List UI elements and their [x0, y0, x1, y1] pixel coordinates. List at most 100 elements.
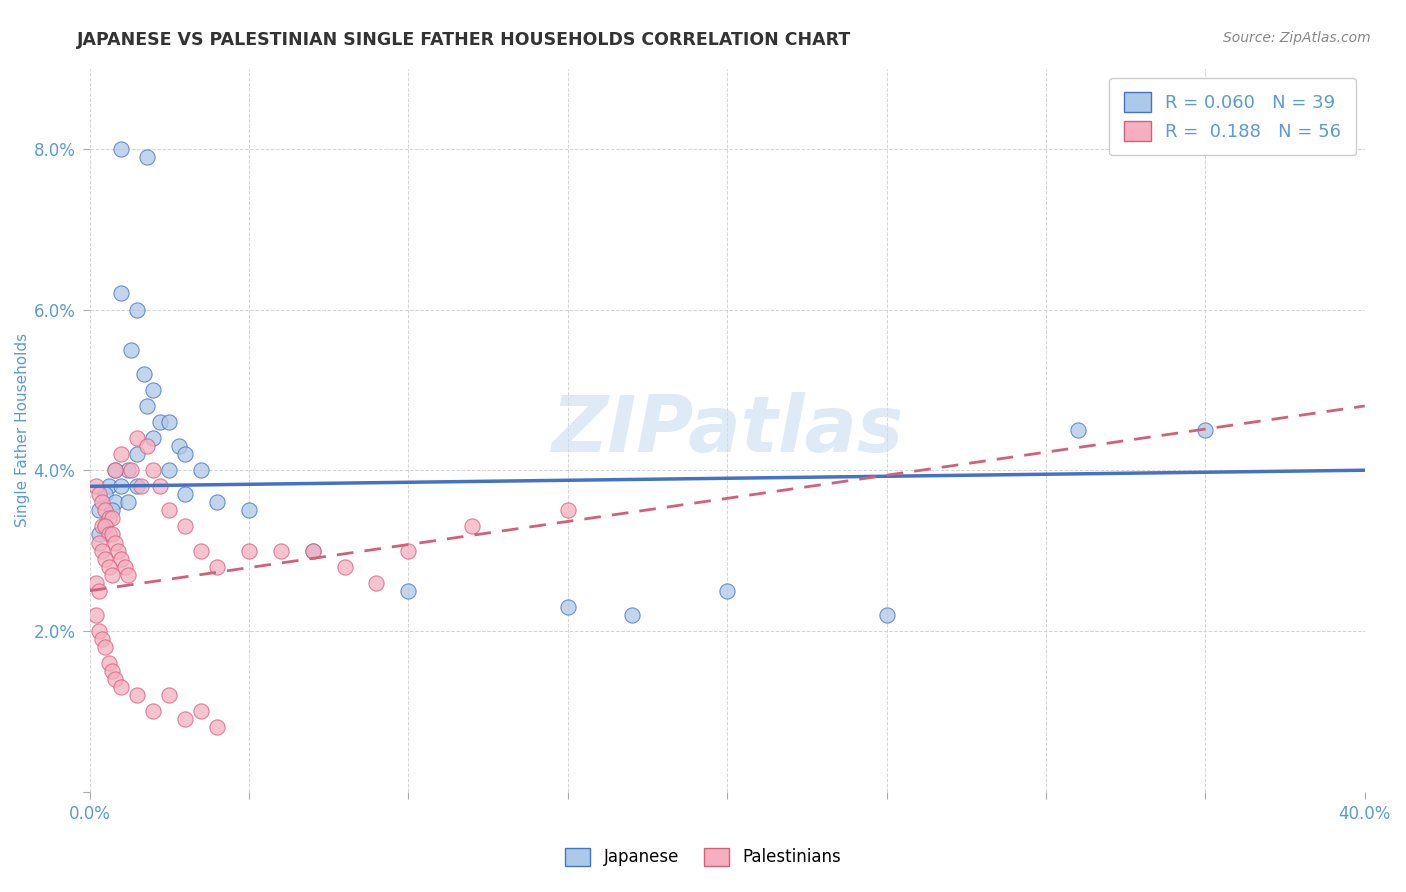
Point [110, 680, 132, 694]
Point [557, 599, 579, 614]
Point [396, 583, 419, 598]
Point [101, 527, 124, 541]
Point [174, 487, 197, 501]
Point [94, 640, 117, 654]
Point [366, 575, 388, 590]
Point [127, 688, 149, 702]
Point [157, 688, 180, 702]
Text: ZIPatlas: ZIPatlas [551, 392, 903, 468]
Point [135, 150, 157, 164]
Point [127, 431, 149, 445]
Point [110, 479, 132, 493]
Point [1067, 423, 1090, 437]
Point [101, 664, 124, 678]
Point [167, 439, 190, 453]
Point [101, 511, 124, 525]
Point [190, 543, 212, 558]
Point [84, 575, 107, 590]
Point [190, 463, 212, 477]
Legend: Japanese, Palestinians: Japanese, Palestinians [557, 839, 849, 875]
Point [120, 463, 142, 477]
Point [87, 487, 110, 501]
Point [104, 535, 127, 549]
Point [104, 463, 127, 477]
Point [876, 607, 898, 622]
Point [94, 519, 117, 533]
Point [620, 607, 643, 622]
Point [84, 479, 107, 493]
Point [127, 302, 149, 317]
Point [142, 463, 165, 477]
Legend: R = 0.060   N = 39, R =  0.188   N = 56: R = 0.060 N = 39, R = 0.188 N = 56 [1109, 78, 1355, 155]
Point [94, 551, 117, 566]
Point [101, 503, 124, 517]
Point [142, 431, 165, 445]
Point [142, 704, 165, 718]
Point [110, 286, 132, 301]
Point [120, 343, 142, 357]
Point [97, 559, 120, 574]
Point [104, 495, 127, 509]
Point [1194, 423, 1216, 437]
Point [91, 543, 114, 558]
Point [149, 479, 172, 493]
Point [117, 567, 139, 582]
Point [238, 503, 260, 517]
Point [104, 672, 127, 686]
Point [87, 624, 110, 638]
Point [301, 543, 323, 558]
Point [91, 519, 114, 533]
Point [557, 503, 579, 517]
Point [174, 712, 197, 726]
Point [270, 543, 292, 558]
Point [174, 447, 197, 461]
Point [127, 479, 149, 493]
Point [190, 704, 212, 718]
Point [97, 656, 120, 670]
Point [135, 439, 157, 453]
Point [127, 447, 149, 461]
Point [142, 383, 165, 397]
Point [94, 519, 117, 533]
Point [132, 367, 155, 381]
Text: JAPANESE VS PALESTINIAN SINGLE FATHER HOUSEHOLDS CORRELATION CHART: JAPANESE VS PALESTINIAN SINGLE FATHER HO… [77, 31, 852, 49]
Point [114, 559, 136, 574]
Point [97, 527, 120, 541]
Point [87, 527, 110, 541]
Point [110, 447, 132, 461]
Y-axis label: Single Father Households: Single Father Households [15, 333, 30, 527]
Point [396, 543, 419, 558]
Point [238, 543, 260, 558]
Point [301, 543, 323, 558]
Point [97, 511, 120, 525]
Point [84, 607, 107, 622]
Point [94, 487, 117, 501]
Point [135, 399, 157, 413]
Point [157, 503, 180, 517]
Point [107, 543, 129, 558]
Point [91, 495, 114, 509]
Point [94, 503, 117, 517]
Text: Source: ZipAtlas.com: Source: ZipAtlas.com [1223, 31, 1371, 45]
Point [149, 415, 172, 429]
Point [205, 720, 228, 734]
Point [104, 463, 127, 477]
Point [716, 583, 738, 598]
Point [117, 495, 139, 509]
Point [157, 415, 180, 429]
Point [174, 519, 197, 533]
Point [205, 559, 228, 574]
Point [97, 479, 120, 493]
Point [101, 567, 124, 582]
Point [333, 559, 356, 574]
Point [129, 479, 152, 493]
Point [91, 632, 114, 646]
Point [110, 551, 132, 566]
Point [461, 519, 484, 533]
Point [205, 495, 228, 509]
Point [117, 463, 139, 477]
Point [157, 463, 180, 477]
Point [87, 503, 110, 517]
Point [87, 583, 110, 598]
Point [87, 535, 110, 549]
